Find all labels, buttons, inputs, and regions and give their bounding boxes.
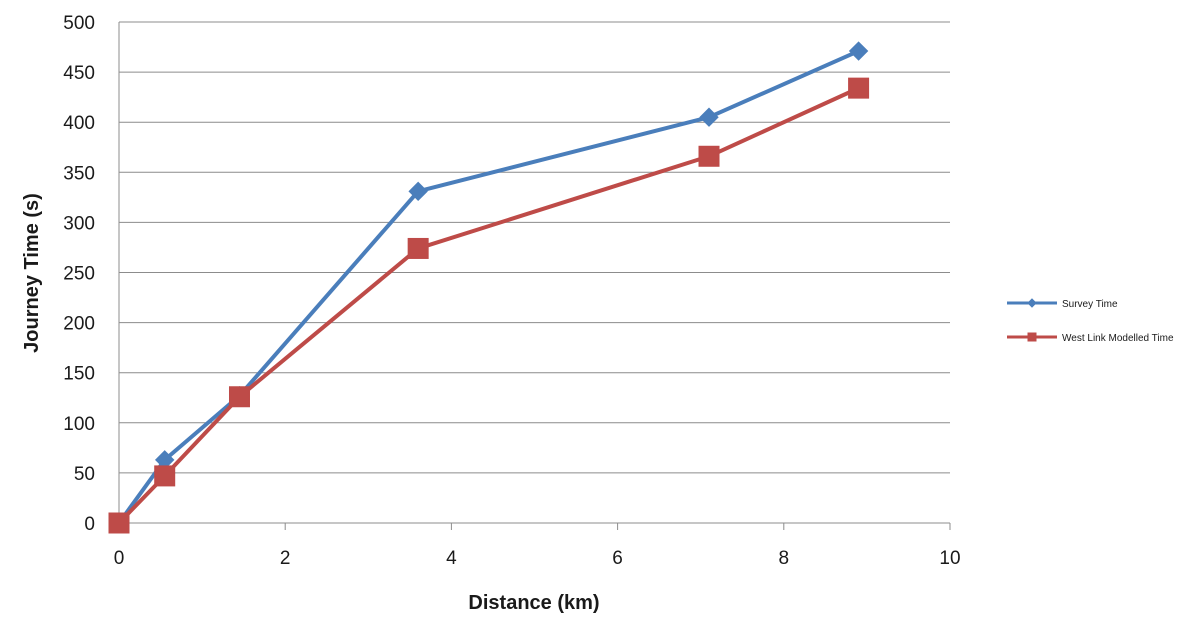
- data-point: [699, 107, 719, 127]
- legend-marker: [1027, 332, 1037, 342]
- y-tick-label: 450: [63, 63, 95, 84]
- y-tick-label: 250: [63, 264, 95, 285]
- tick-labels: 0 50 100 150 200 250 300 350 400 450 500 0 2 4 6 8 10: [63, 13, 960, 569]
- x-axis-title: Distance (km): [468, 592, 599, 614]
- data-point: [848, 77, 870, 99]
- data-point: [407, 237, 429, 259]
- axes: [118, 22, 951, 530]
- data-point: [108, 512, 130, 534]
- x-tick-label: 4: [446, 548, 457, 569]
- y-tick-label: 150: [63, 364, 95, 385]
- x-tick-label: 0: [114, 548, 125, 569]
- data-point: [848, 41, 869, 61]
- legend: Survey Time West Link Modelled Time: [1007, 298, 1174, 344]
- series: [108, 41, 870, 534]
- y-tick-label: 400: [63, 113, 95, 134]
- legend-label: West Link Modelled Time: [1062, 333, 1174, 344]
- y-tick-label: 350: [63, 163, 95, 184]
- data-point: [228, 386, 250, 408]
- y-tick-label: 500: [63, 13, 95, 34]
- x-tick-label: 2: [280, 548, 291, 569]
- series-1: [108, 77, 870, 534]
- x-tick-label: 6: [612, 548, 623, 569]
- y-tick-label: 300: [63, 213, 95, 234]
- legend-label: Survey Time: [1062, 299, 1118, 310]
- series-line: [117, 86, 860, 525]
- y-tick-label: 50: [74, 464, 95, 485]
- data-point: [154, 465, 176, 487]
- data-point: [408, 181, 428, 202]
- series-0: [109, 41, 869, 533]
- y-tick-label: 0: [84, 514, 95, 535]
- x-tick-label: 8: [779, 548, 790, 569]
- data-point: [698, 145, 720, 167]
- y-axis-title: Journey Time (s): [21, 193, 43, 353]
- x-tick-label: 10: [939, 548, 960, 569]
- y-tick-label: 100: [63, 414, 95, 435]
- legend-marker: [1027, 298, 1037, 308]
- y-tick-label: 200: [63, 314, 95, 335]
